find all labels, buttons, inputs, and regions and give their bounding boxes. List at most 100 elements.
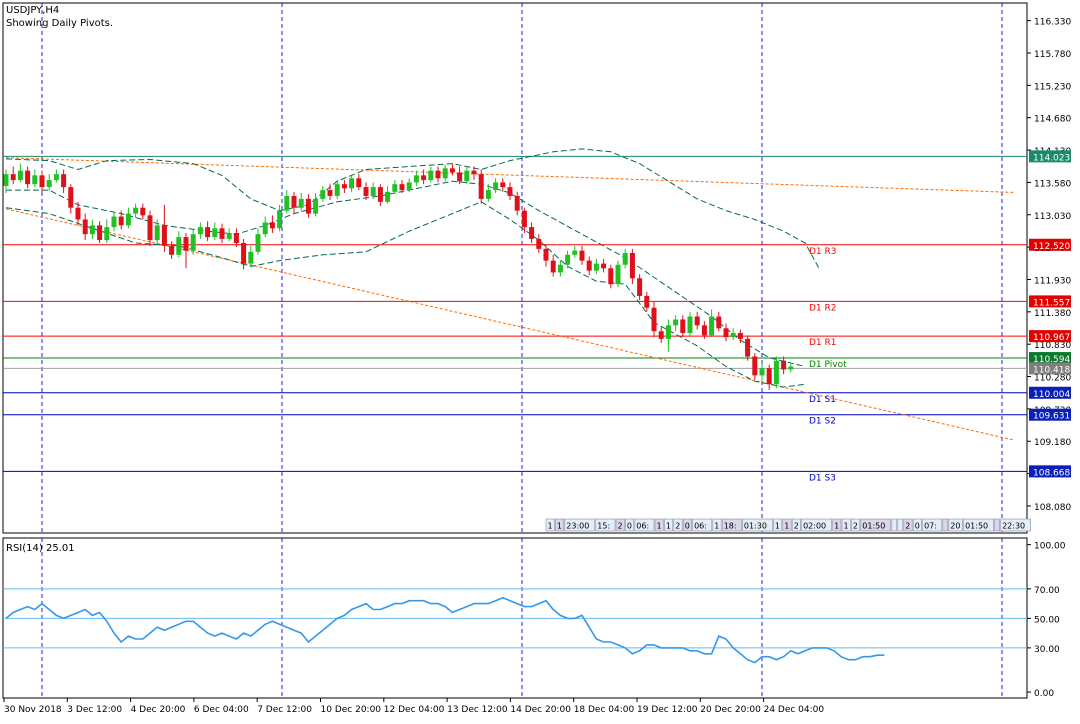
price-tag-value: 110.004 — [1033, 390, 1070, 400]
candle-26 — [190, 229, 196, 255]
candle-body — [665, 325, 671, 339]
time-tick-label-5: 10 Dec 20:00 — [321, 705, 382, 715]
overlay-cell-text: 1 — [557, 522, 562, 531]
candle-body — [334, 184, 340, 196]
candle-body — [673, 319, 679, 326]
candle-2 — [17, 163, 23, 183]
overlay-cell-6: 06: — [634, 518, 655, 532]
candle-body — [521, 210, 527, 228]
overlay-cell-box — [634, 518, 655, 532]
candle-body — [255, 234, 261, 252]
time-tick-label-7: 13 Dec 12:00 — [447, 705, 508, 715]
candle-101 — [730, 328, 736, 341]
price-tick-label-3: 114.680 — [1034, 115, 1071, 125]
candle-body — [716, 316, 722, 329]
rsi-tick-label-3: 30.00 — [1034, 645, 1060, 655]
overlay-cell-24 — [897, 518, 904, 532]
trendline-0 — [5, 157, 1015, 193]
overlay-cell-9: 2 — [673, 518, 683, 532]
candle-8 — [61, 169, 67, 193]
candle-56 — [406, 178, 412, 192]
candle-body — [147, 215, 153, 241]
candle-body — [550, 260, 556, 273]
price-tick-label-11: 110.280 — [1034, 374, 1071, 384]
overlay-cell-text: 1 — [775, 522, 780, 531]
overlay-cell-12: 1 — [712, 518, 722, 532]
candle-9 — [68, 184, 74, 214]
candlestick-series — [3, 163, 794, 391]
overlay-cell-box — [682, 518, 692, 532]
price-tick-label-8: 111.930 — [1034, 276, 1071, 286]
candle-70 — [507, 182, 513, 201]
time-tick-label-0: 30 Nov 2018 — [4, 705, 62, 715]
candle-body — [133, 207, 139, 214]
candle-87 — [629, 248, 635, 285]
price-tag-2: 111.557 — [1029, 295, 1071, 308]
candle-25 — [183, 233, 189, 269]
candle-37 — [269, 215, 275, 233]
candle-105 — [759, 363, 765, 382]
candle-89 — [644, 291, 650, 312]
candle-body — [3, 174, 9, 186]
candle-88 — [637, 274, 643, 301]
candle-60 — [435, 166, 441, 183]
price-tag-7: 109.631 — [1029, 408, 1071, 422]
candle-48 — [349, 175, 355, 192]
candle-46 — [334, 180, 340, 199]
candle-62 — [449, 163, 455, 176]
overlay-cell-5: 0 — [625, 518, 635, 532]
candle-body — [637, 278, 643, 296]
candle-104 — [752, 353, 758, 381]
candle-15 — [111, 211, 117, 232]
candle-6 — [46, 174, 52, 191]
candle-body — [543, 248, 549, 261]
candle-90 — [651, 301, 657, 338]
time-overlay-strip: 1 1 23:00 15: 2 0 06: 1 1 2 0 06: 1 18: 01:30 1 1 2 02:00 1… — [545, 518, 1031, 532]
candle-body — [46, 180, 52, 188]
candle-98 — [709, 309, 715, 338]
overlay-cell-box — [948, 518, 963, 532]
candle-65 — [471, 166, 477, 181]
price-tag-6: 110.004 — [1029, 386, 1071, 400]
candle-body — [284, 195, 290, 211]
pivot-label-4: D1 S1 — [809, 395, 836, 405]
overlay-cell-box — [615, 518, 625, 532]
candle-body — [586, 260, 592, 271]
overlay-cell-21: 2 — [851, 518, 861, 532]
overlay-cell-text: 0 — [915, 522, 920, 531]
candle-body — [75, 207, 81, 220]
time-tick-label-11: 20 Dec 20:00 — [700, 705, 761, 715]
candle-body — [507, 187, 513, 196]
candle-44 — [320, 185, 326, 202]
candle-body — [572, 250, 578, 255]
candle-body — [759, 368, 765, 376]
rsi-tick-label-4: 0.00 — [1034, 689, 1054, 699]
price-tag-box — [1029, 150, 1071, 163]
candle-body — [32, 175, 38, 185]
candle-body — [565, 254, 571, 265]
candle-body — [197, 227, 203, 235]
candle-body — [788, 366, 794, 370]
candle-79 — [572, 245, 578, 258]
overlay-cell-text: 1 — [657, 522, 662, 531]
overlay-cell-23 — [891, 518, 898, 532]
candle-0 — [3, 169, 9, 193]
candle-75 — [543, 244, 549, 267]
candle-body — [773, 360, 779, 385]
candle-31 — [226, 228, 232, 242]
candle-54 — [392, 180, 398, 195]
overlay-cell-15: 1 — [773, 518, 783, 532]
candle-41 — [298, 193, 304, 211]
candle-109 — [788, 362, 794, 373]
overlay-cell-box — [963, 518, 994, 532]
candle-43 — [313, 193, 319, 217]
candle-4 — [32, 169, 38, 188]
overlay-cell-31 — [994, 518, 1000, 532]
price-tag-box — [1029, 330, 1071, 343]
overlay-cell-text: 1 — [834, 522, 839, 531]
candle-3 — [25, 166, 31, 189]
candle-body — [370, 187, 376, 196]
overlay-cell-box — [841, 518, 851, 532]
overlay-cell-box — [994, 518, 1000, 532]
